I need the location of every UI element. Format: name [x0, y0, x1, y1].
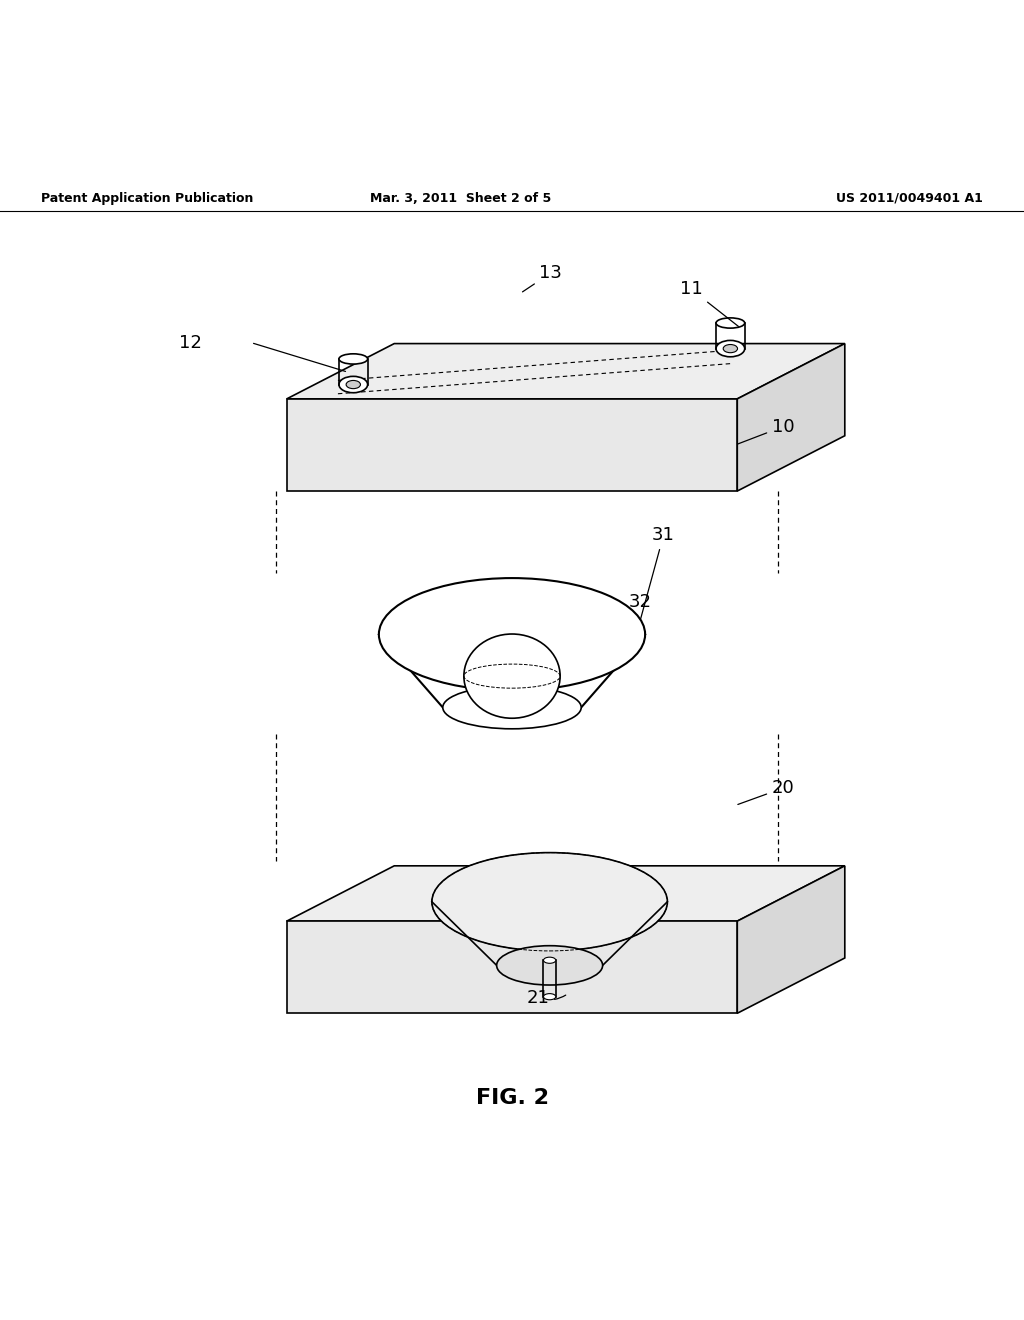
Ellipse shape	[723, 345, 737, 352]
Ellipse shape	[379, 578, 645, 690]
Ellipse shape	[716, 341, 744, 356]
Ellipse shape	[544, 957, 556, 964]
Text: FIG. 2: FIG. 2	[475, 1088, 549, 1109]
Text: 31: 31	[638, 527, 675, 630]
Ellipse shape	[716, 318, 744, 329]
Ellipse shape	[339, 354, 368, 364]
Polygon shape	[737, 343, 845, 491]
Polygon shape	[287, 399, 737, 491]
Text: 13: 13	[522, 264, 562, 292]
Polygon shape	[737, 866, 845, 1014]
Polygon shape	[287, 343, 845, 399]
Ellipse shape	[464, 634, 560, 718]
Text: 12: 12	[179, 334, 202, 351]
Text: US 2011/0049401 A1: US 2011/0049401 A1	[837, 191, 983, 205]
Text: 10: 10	[738, 417, 795, 444]
Text: 21: 21	[526, 989, 565, 1007]
Ellipse shape	[544, 994, 556, 999]
Text: 20: 20	[738, 779, 795, 804]
Ellipse shape	[497, 945, 602, 985]
Text: 11: 11	[680, 280, 738, 326]
Ellipse shape	[346, 380, 360, 388]
Polygon shape	[287, 921, 737, 1014]
Text: 32: 32	[550, 593, 651, 675]
Ellipse shape	[442, 686, 582, 729]
Ellipse shape	[339, 376, 368, 393]
Text: Mar. 3, 2011  Sheet 2 of 5: Mar. 3, 2011 Sheet 2 of 5	[370, 191, 552, 205]
Ellipse shape	[432, 853, 668, 950]
Polygon shape	[287, 866, 845, 921]
Text: Patent Application Publication: Patent Application Publication	[41, 191, 253, 205]
